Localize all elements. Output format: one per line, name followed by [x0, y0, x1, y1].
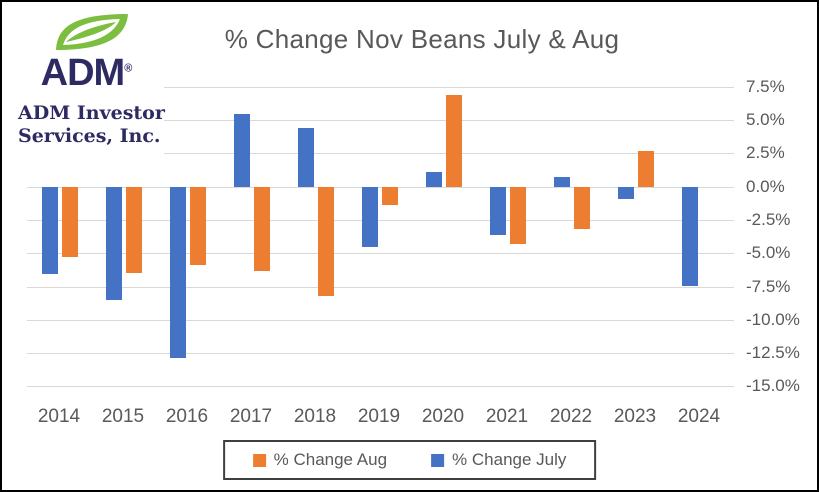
x-axis-year-label: 2017 [229, 406, 273, 427]
aug-bar-2022 [574, 186, 590, 230]
legend-item-july: % Change July [431, 450, 566, 470]
registered-mark: ® [124, 62, 132, 75]
gridline [27, 319, 734, 321]
july-bar-2023 [618, 186, 634, 199]
aug-bar-2015 [126, 186, 142, 274]
adm-subtitle-line1: ADM Investor [18, 102, 165, 124]
gridline [27, 286, 734, 288]
july-bar-2022 [554, 177, 570, 187]
july-bar-2018 [298, 128, 314, 187]
july-bar-2014 [42, 186, 58, 275]
aug-bar-2021 [510, 186, 526, 244]
aug-bar-2023 [638, 150, 654, 187]
july-bar-2020 [426, 172, 442, 187]
aug-bar-2016 [190, 186, 206, 266]
gridline [27, 186, 734, 188]
x-axis-year-label: 2015 [101, 406, 145, 427]
x-axis-year-label: 2016 [165, 406, 209, 427]
y-axis-tick-label: -15.0% [746, 376, 800, 396]
y-axis-tick-label: 7.5% [746, 76, 785, 96]
y-axis-tick-label: 5.0% [746, 110, 785, 130]
adm-wordmark: ADM® [8, 52, 164, 95]
aug-series-swatch [252, 453, 266, 467]
aug-bar-2019 [382, 186, 398, 206]
x-axis-year-label: 2023 [613, 406, 657, 427]
legend-label-aug: % Change Aug [273, 450, 388, 469]
y-axis-tick-label: -5.0% [746, 243, 791, 263]
adm-leaf-icon [56, 14, 128, 50]
july-bar-2015 [106, 186, 122, 300]
adm-subtitle-line2: Services, Inc. [18, 125, 161, 147]
aug-bar-2017 [254, 186, 270, 271]
adm-brand-text: ADM [40, 52, 126, 94]
gridline [27, 153, 734, 155]
gridline [27, 220, 734, 221]
y-axis-tick-label: -10.0% [746, 309, 800, 329]
gridline [27, 86, 734, 88]
x-axis-year-label: 2018 [293, 406, 337, 427]
chart-legend: % Change Aug % Change July [222, 440, 597, 480]
y-axis-tick-label: -7.5% [746, 276, 791, 296]
aug-bar-2018 [318, 186, 334, 296]
x-axis-year-label: 2024 [677, 406, 721, 427]
gridline [27, 120, 734, 122]
gridline [27, 386, 734, 388]
y-axis-tick-label: -2.5% [746, 210, 791, 229]
july-bar-2019 [362, 186, 378, 247]
legend-item-aug: % Change Aug [252, 450, 388, 470]
chart-title: % Change Nov Beans July & Aug [224, 24, 620, 54]
july-bar-2017 [234, 113, 250, 187]
july-bar-2016 [170, 186, 186, 359]
y-axis-tick-label: 2.5% [746, 143, 785, 163]
legend-label-july: % Change July [452, 450, 567, 469]
x-axis-year-label: 2020 [421, 406, 465, 427]
x-axis-year-label: 2019 [357, 406, 401, 427]
adm-logo: ADM® ADM Investor Services, Inc. [8, 6, 165, 160]
x-axis-year-label: 2014 [37, 406, 81, 427]
july-series-swatch [431, 453, 445, 467]
x-axis-year-label: 2021 [485, 406, 529, 427]
gridline [27, 353, 734, 355]
gridline [27, 253, 734, 255]
adm-subtitle: ADM Investor Services, Inc. [18, 102, 168, 148]
y-axis-tick-label: -12.5% [746, 343, 800, 363]
y-axis-tick-label: 0.0% [746, 176, 785, 196]
aug-bar-2020 [446, 94, 462, 187]
july-bar-2021 [490, 186, 506, 235]
july-bar-2024 [682, 186, 698, 287]
aug-bar-2014 [62, 186, 78, 258]
x-axis-year-label: 2022 [549, 406, 593, 427]
